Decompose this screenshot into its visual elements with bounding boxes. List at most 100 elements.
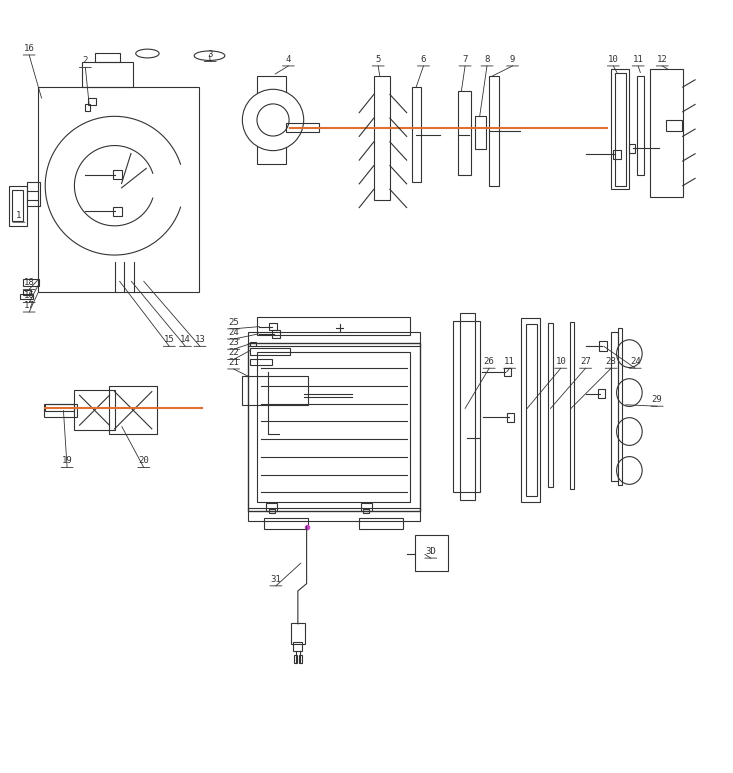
Text: 6: 6 [421,55,426,63]
Bar [598,390,605,398]
Bar [611,69,630,189]
Bar [650,69,682,196]
Bar [95,53,120,62]
Bar [250,342,256,346]
Text: 16: 16 [23,291,34,301]
Bar [75,390,114,431]
Text: 24: 24 [228,328,239,337]
Ellipse shape [616,417,642,445]
Bar [257,77,286,164]
Bar [9,186,27,226]
Bar [113,207,122,216]
Bar [453,321,480,492]
Text: 24: 24 [630,357,641,366]
Bar [257,317,410,335]
Bar [267,503,277,511]
Bar [23,290,31,295]
Bar [570,322,574,489]
Bar [250,359,271,365]
Text: 13: 13 [195,335,205,344]
Text: 4: 4 [286,55,291,63]
Bar [637,77,644,175]
Bar [12,190,23,221]
Text: 17: 17 [23,301,34,310]
Text: 29: 29 [652,395,663,404]
Bar [507,413,514,421]
Bar [412,87,421,182]
Bar [615,73,626,186]
Text: 12: 12 [657,55,668,63]
Bar [81,62,133,87]
Text: 14: 14 [180,335,191,344]
Bar [257,352,410,502]
Bar [27,182,40,206]
Bar [613,150,622,158]
Bar [611,332,619,482]
Bar [521,318,539,502]
Bar [359,518,403,529]
Bar [361,503,372,511]
Bar [272,330,279,338]
Text: 9: 9 [510,55,515,63]
Bar [243,376,308,406]
Text: 28: 28 [605,357,616,366]
Bar [250,348,290,355]
Text: 1: 1 [16,211,21,220]
Text: 11: 11 [633,55,644,63]
Bar [474,116,485,149]
Text: 2: 2 [83,56,88,65]
Text: 27: 27 [581,357,591,366]
Bar [619,328,622,485]
Bar [293,642,302,651]
Bar [44,404,77,417]
Ellipse shape [616,457,642,485]
Bar [294,656,297,662]
Text: 16: 16 [23,44,34,53]
Bar [45,404,75,410]
Ellipse shape [616,379,642,407]
Text: 3D: 3D [425,547,436,556]
Bar [269,509,275,512]
Bar [85,104,90,111]
Bar [286,123,319,132]
Bar [248,332,420,346]
Bar [489,77,499,186]
Bar [416,536,449,570]
Bar [504,367,511,376]
Text: 19: 19 [62,456,73,465]
Bar [298,656,301,662]
Text: 18: 18 [23,278,34,288]
Text: 25: 25 [228,318,239,327]
Ellipse shape [616,340,642,367]
Text: 3: 3 [207,50,213,60]
Text: 10: 10 [556,357,566,366]
Text: 23: 23 [228,338,239,347]
Text: 8: 8 [485,55,490,63]
Bar [113,170,122,179]
Text: 10: 10 [608,55,619,63]
Bar [23,279,40,286]
Bar [548,323,553,487]
Bar [87,98,96,104]
Bar [265,518,308,529]
Text: 31: 31 [270,574,281,584]
Text: 7: 7 [463,55,468,63]
Bar [38,87,199,291]
Bar [460,314,474,499]
Text: 15: 15 [164,335,174,344]
Bar [600,341,607,352]
Bar [374,77,390,200]
Bar [363,509,369,512]
Ellipse shape [194,51,225,60]
Bar [248,508,420,521]
Text: 5: 5 [375,55,381,63]
Text: 11: 11 [504,357,515,366]
Bar [109,386,157,434]
Circle shape [257,104,289,136]
Bar [270,323,276,330]
Bar [290,623,305,644]
Bar [630,144,636,153]
Bar [666,120,682,131]
Bar [526,325,537,496]
Text: 26: 26 [484,357,495,366]
